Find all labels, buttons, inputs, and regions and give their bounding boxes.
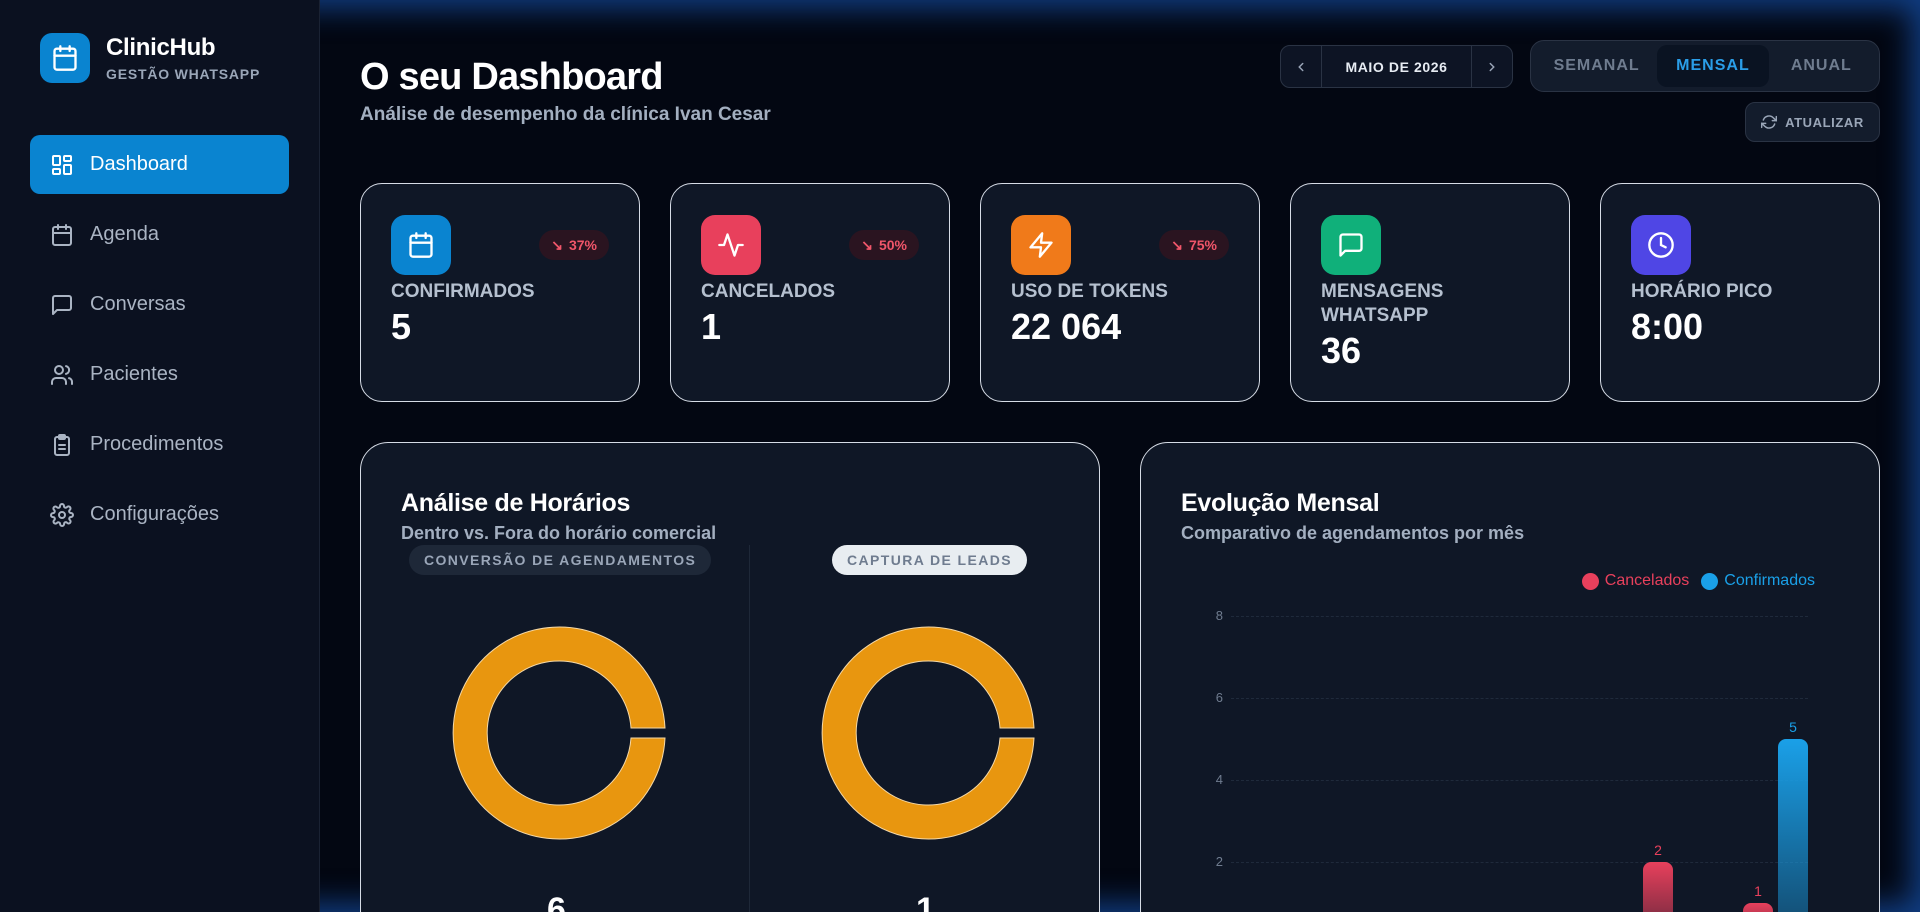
sidebar-item-dashboard[interactable]: Dashboard [30, 135, 289, 194]
bar-value-label: 2 [1654, 842, 1662, 858]
page-subtitle: Análise de desempenho da clínica Ivan Ce… [360, 104, 771, 125]
divider [749, 545, 750, 912]
stat-label: HORÁRIO PICO [1631, 281, 1773, 302]
y-tick-label: 8 [1215, 608, 1223, 623]
stat-label: CONFIRMADOS [391, 281, 535, 302]
arrow-down-right-icon: ↘ [861, 236, 873, 253]
current-month: MAIO DE 2026 [1321, 46, 1472, 87]
grid-line [1231, 780, 1808, 781]
calendar-icon [40, 33, 90, 83]
chevron-left-icon[interactable] [1281, 46, 1321, 87]
app-name: ClinicHub [106, 34, 216, 61]
refresh-label: ATUALIZAR [1785, 114, 1864, 130]
period-annual-button[interactable]: ANUAL [1790, 57, 1852, 74]
bar-value-label: 5 [1789, 719, 1797, 735]
month-navigator: MAIO DE 2026 [1280, 45, 1513, 88]
grid-line [1231, 698, 1808, 699]
sidebar-item-label: Pacientes [90, 363, 178, 385]
sidebar-item-label: Procedimentos [90, 433, 224, 455]
refresh-button[interactable]: ATUALIZAR [1745, 102, 1880, 142]
stat-value: 5 [391, 306, 412, 347]
gear-icon [50, 502, 74, 527]
calendar-icon [391, 215, 451, 275]
stat-value: 1 [701, 306, 722, 347]
clock-icon [1631, 215, 1691, 275]
tab-conversao-agendamentos[interactable]: CONVERSÃO DE AGENDAMENTOS [409, 545, 712, 575]
donut-chart-leads[interactable] [818, 623, 1038, 843]
bar-cancelados-1[interactable] [1743, 903, 1773, 912]
users-icon [50, 363, 74, 387]
trend-badge: ↘ 50% [849, 230, 919, 260]
y-tick-label: 4 [1215, 772, 1223, 787]
stat-value: 8:00 [1631, 306, 1704, 347]
period-toggle: SEMANAL MENSAL ANUAL [1530, 40, 1880, 92]
panel-subtitle: Comparativo de agendamentos por mês [1181, 523, 1525, 543]
sidebar-nav: Dashboard Agenda Conversas Pacientes [30, 135, 289, 555]
stat-value: 36 [1321, 330, 1362, 371]
legend-item-cancelados[interactable]: Cancelados [1581, 572, 1689, 590]
sidebar-item-conversas[interactable]: Conversas [30, 275, 289, 334]
bar-cancelados-0[interactable] [1643, 862, 1673, 912]
calendar-icon [50, 223, 74, 247]
activity-pulse-icon [701, 215, 761, 275]
donut-total-leads: 1 [916, 891, 935, 912]
sidebar-item-label: Conversas [90, 293, 186, 315]
sidebar-item-procedimentos[interactable]: Procedimentos [30, 415, 289, 474]
monthly-evolution-panel: Evolução Mensal Comparativo de agendamen… [1140, 442, 1880, 912]
sidebar-item-label: Dashboard [90, 153, 188, 175]
stat-card-mensagens: MENSAGENS WHATSAPP 36 [1290, 183, 1570, 402]
panel-title: Evolução Mensal [1181, 489, 1380, 517]
tab-captura-leads[interactable]: CAPTURA DE LEADS [832, 545, 1027, 575]
refresh-icon [1761, 114, 1778, 130]
stat-card-cancelados: ↘ 50% CANCELADOS 1 [670, 183, 950, 402]
grid-line [1231, 616, 1808, 617]
y-tick-label: 6 [1215, 690, 1223, 705]
brand[interactable]: ClinicHub GESTÃO WHATSAPP [40, 33, 260, 83]
donut-total-agendamentos: 6 [547, 891, 566, 912]
arrow-down-right-icon: ↘ [1171, 236, 1183, 253]
sidebar-item-label: Agenda [90, 223, 159, 245]
schedule-analysis-panel: Análise de Horários Dentro vs. Fora do h… [360, 442, 1100, 912]
legend-item-confirmados[interactable]: Confirmados [1701, 572, 1815, 590]
lightning-icon [1011, 215, 1071, 275]
y-tick-label: 2 [1215, 854, 1223, 869]
sidebar: ClinicHub GESTÃO WHATSAPP Dashboard Agen… [0, 0, 320, 912]
app-subtitle: GESTÃO WHATSAPP [106, 66, 261, 82]
arrow-down-right-icon: ↘ [551, 236, 563, 253]
sidebar-item-pacientes[interactable]: Pacientes [30, 345, 289, 404]
stat-label: MENSAGENS WHATSAPP [1321, 281, 1444, 326]
page-title: O seu Dashboard [360, 56, 663, 98]
dashboard-grid-icon [50, 153, 74, 177]
panel-subtitle: Dentro vs. Fora do horário comercial [401, 523, 717, 543]
trend-badge: ↘ 37% [539, 230, 609, 260]
chat-bubble-icon [1321, 215, 1381, 275]
sidebar-item-label: Configurações [90, 503, 219, 525]
bar-value-label: 1 [1754, 883, 1762, 899]
period-monthly-button[interactable]: MENSAL [1657, 45, 1769, 87]
stat-card-tokens: ↘ 75% USO DE TOKENS 22 064 [980, 183, 1260, 402]
sidebar-item-agenda[interactable]: Agenda [30, 205, 289, 264]
grid-line [1231, 862, 1808, 863]
stat-label: USO DE TOKENS [1011, 281, 1168, 302]
chevron-right-icon[interactable] [1472, 46, 1512, 87]
panel-title: Análise de Horários [401, 489, 631, 517]
chat-bubble-icon [50, 293, 74, 317]
donut-chart-agendamentos[interactable] [449, 623, 669, 843]
stat-value: 22 064 [1011, 306, 1122, 347]
clipboard-icon [50, 433, 74, 457]
chart-legend: Cancelados Confirmados [1570, 572, 1815, 590]
stat-card-confirmados: ↘ 37% CONFIRMADOS 5 [360, 183, 640, 402]
sidebar-item-configuracoes[interactable]: Configurações [30, 485, 289, 544]
period-weekly-button[interactable]: SEMANAL [1553, 57, 1640, 74]
trend-badge: ↘ 75% [1159, 230, 1229, 260]
stat-label: CANCELADOS [701, 281, 836, 302]
stat-card-horario-pico: HORÁRIO PICO 8:00 [1600, 183, 1880, 402]
bar-confirmados-1[interactable] [1778, 739, 1808, 912]
